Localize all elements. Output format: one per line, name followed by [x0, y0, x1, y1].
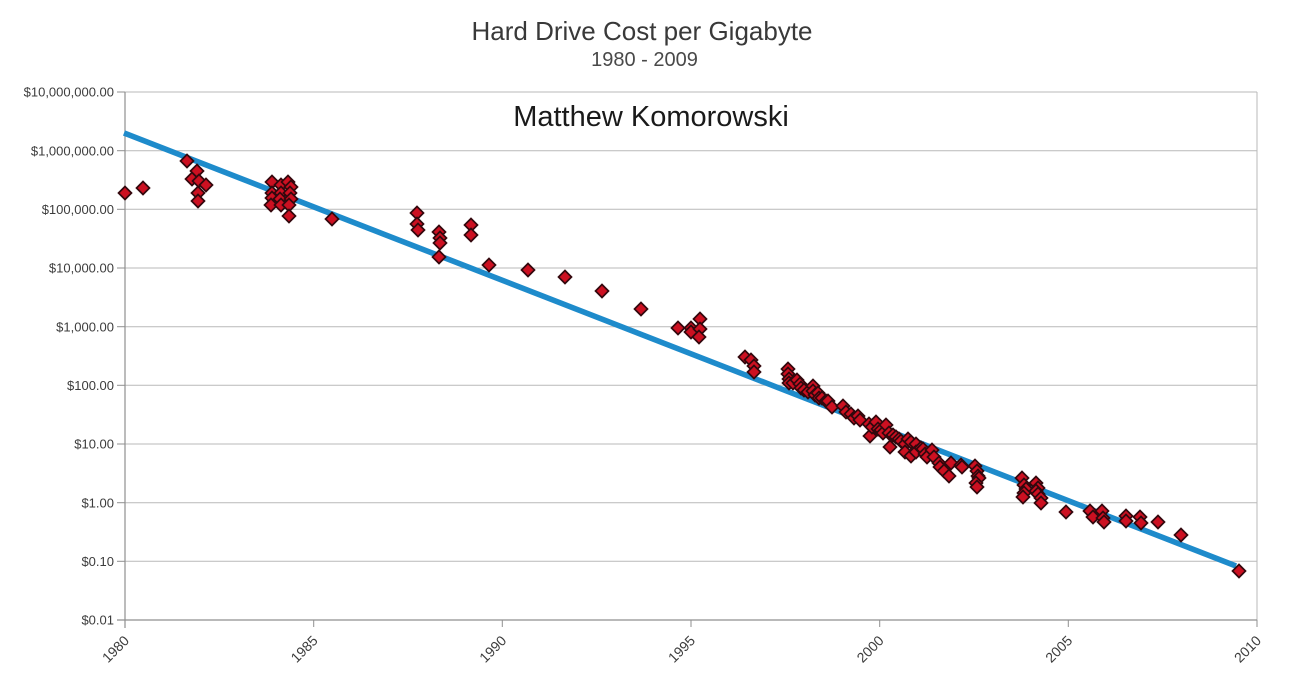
svg-text:2005: 2005 [1042, 632, 1075, 665]
svg-text:1995: 1995 [665, 632, 698, 665]
svg-text:$1,000.00: $1,000.00 [56, 319, 114, 334]
svg-text:$1.00: $1.00 [81, 495, 114, 510]
svg-text:$100,000.00: $100,000.00 [42, 202, 114, 217]
svg-text:$0.10: $0.10 [81, 554, 114, 569]
svg-text:$10,000,000.00: $10,000,000.00 [24, 85, 114, 100]
svg-text:$10.00: $10.00 [74, 437, 114, 452]
svg-text:$0.01: $0.01 [81, 613, 114, 628]
svg-text:2010: 2010 [1231, 632, 1264, 665]
svg-text:$1,000,000.00: $1,000,000.00 [31, 143, 114, 158]
svg-text:1980: 1980 [99, 632, 132, 665]
svg-text:1985: 1985 [287, 632, 320, 665]
svg-text:$10,000.00: $10,000.00 [49, 261, 114, 276]
svg-text:$100.00: $100.00 [67, 378, 114, 393]
svg-text:1990: 1990 [476, 632, 509, 665]
svg-text:2000: 2000 [853, 632, 886, 665]
